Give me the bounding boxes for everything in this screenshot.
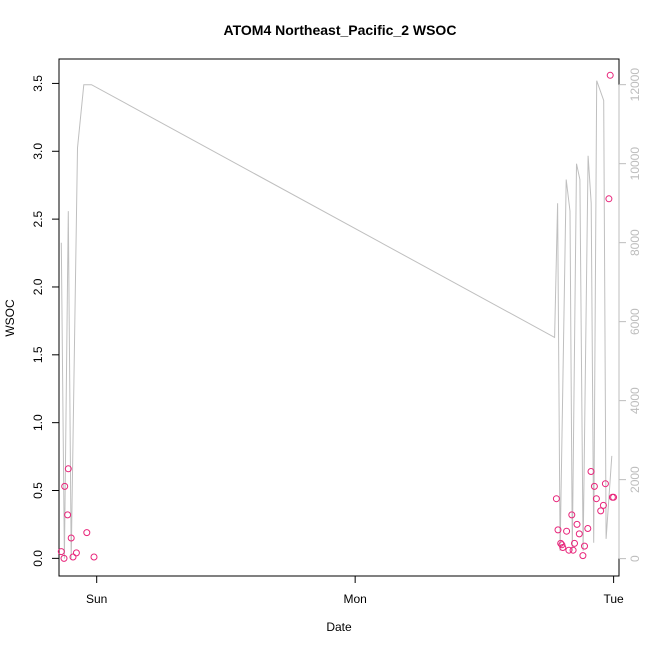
left-tick-label: 3.5 bbox=[31, 75, 45, 92]
data-point bbox=[568, 511, 576, 519]
right-tick-label: 2000 bbox=[628, 466, 642, 493]
x-tick-label: Tue bbox=[603, 592, 624, 606]
y-axis-label: WSOC bbox=[3, 299, 17, 337]
data-point bbox=[64, 465, 72, 473]
data-point bbox=[581, 542, 588, 550]
x-tick-label: Mon bbox=[343, 592, 366, 606]
right-tick-label: 4000 bbox=[628, 387, 642, 414]
right-tick-label: 6000 bbox=[628, 308, 642, 335]
x-axis-label: Date bbox=[326, 620, 352, 634]
right-tick-label: 8000 bbox=[628, 229, 642, 256]
data-point bbox=[83, 529, 91, 537]
left-tick-label: 2.0 bbox=[31, 278, 45, 295]
data-point bbox=[60, 554, 68, 562]
data-point bbox=[90, 553, 98, 561]
data-point bbox=[559, 544, 567, 551]
data-point bbox=[587, 468, 595, 475]
data-point bbox=[584, 525, 592, 532]
right-tick-label: 12000 bbox=[628, 68, 642, 102]
left-tick-label: 2.5 bbox=[31, 210, 45, 227]
data-point bbox=[599, 501, 607, 509]
left-tick-label: 1.5 bbox=[31, 346, 45, 363]
data-point bbox=[605, 195, 613, 203]
data-point bbox=[569, 546, 577, 554]
series-line bbox=[60, 80, 613, 559]
data-point bbox=[571, 539, 578, 547]
data-point bbox=[57, 548, 65, 556]
data-point bbox=[579, 552, 587, 560]
left-tick-label: 3.0 bbox=[31, 143, 45, 160]
left-y-axis: 0.0 0.5 1.0 1.5 2.0 2.5 3.0 3.5 bbox=[31, 75, 60, 567]
data-point bbox=[554, 526, 562, 534]
right-y-axis: 0 2000 4000 6000 8000 10000 12000 bbox=[618, 68, 642, 562]
chart-title: ATOM4 Northeast_Pacific_2 WSOC bbox=[224, 22, 457, 38]
data-point bbox=[67, 534, 75, 542]
right-tick-label: 10000 bbox=[628, 147, 642, 181]
plot-area bbox=[58, 58, 620, 577]
data-point bbox=[573, 520, 581, 528]
right-tick-label: 0 bbox=[628, 555, 642, 562]
data-point bbox=[590, 482, 598, 490]
data-point bbox=[64, 511, 72, 519]
data-point bbox=[592, 495, 600, 503]
data-point bbox=[565, 546, 573, 554]
data-point bbox=[610, 493, 618, 501]
x-tick-label: Sun bbox=[86, 592, 107, 606]
data-point bbox=[601, 480, 609, 488]
left-tick-label: 0.0 bbox=[31, 550, 45, 567]
left-tick-label: 1.0 bbox=[31, 414, 45, 431]
data-point bbox=[575, 530, 583, 538]
left-tick-label: 0.5 bbox=[31, 482, 45, 499]
x-axis: Sun Mon Tue bbox=[86, 575, 624, 606]
series-layer bbox=[57, 71, 618, 562]
data-point bbox=[69, 553, 77, 561]
data-point bbox=[61, 482, 69, 490]
data-point bbox=[563, 527, 571, 535]
data-point bbox=[552, 495, 560, 503]
data-point bbox=[72, 549, 80, 557]
data-point bbox=[597, 507, 605, 515]
data-point bbox=[606, 71, 614, 79]
data-point bbox=[557, 539, 565, 547]
